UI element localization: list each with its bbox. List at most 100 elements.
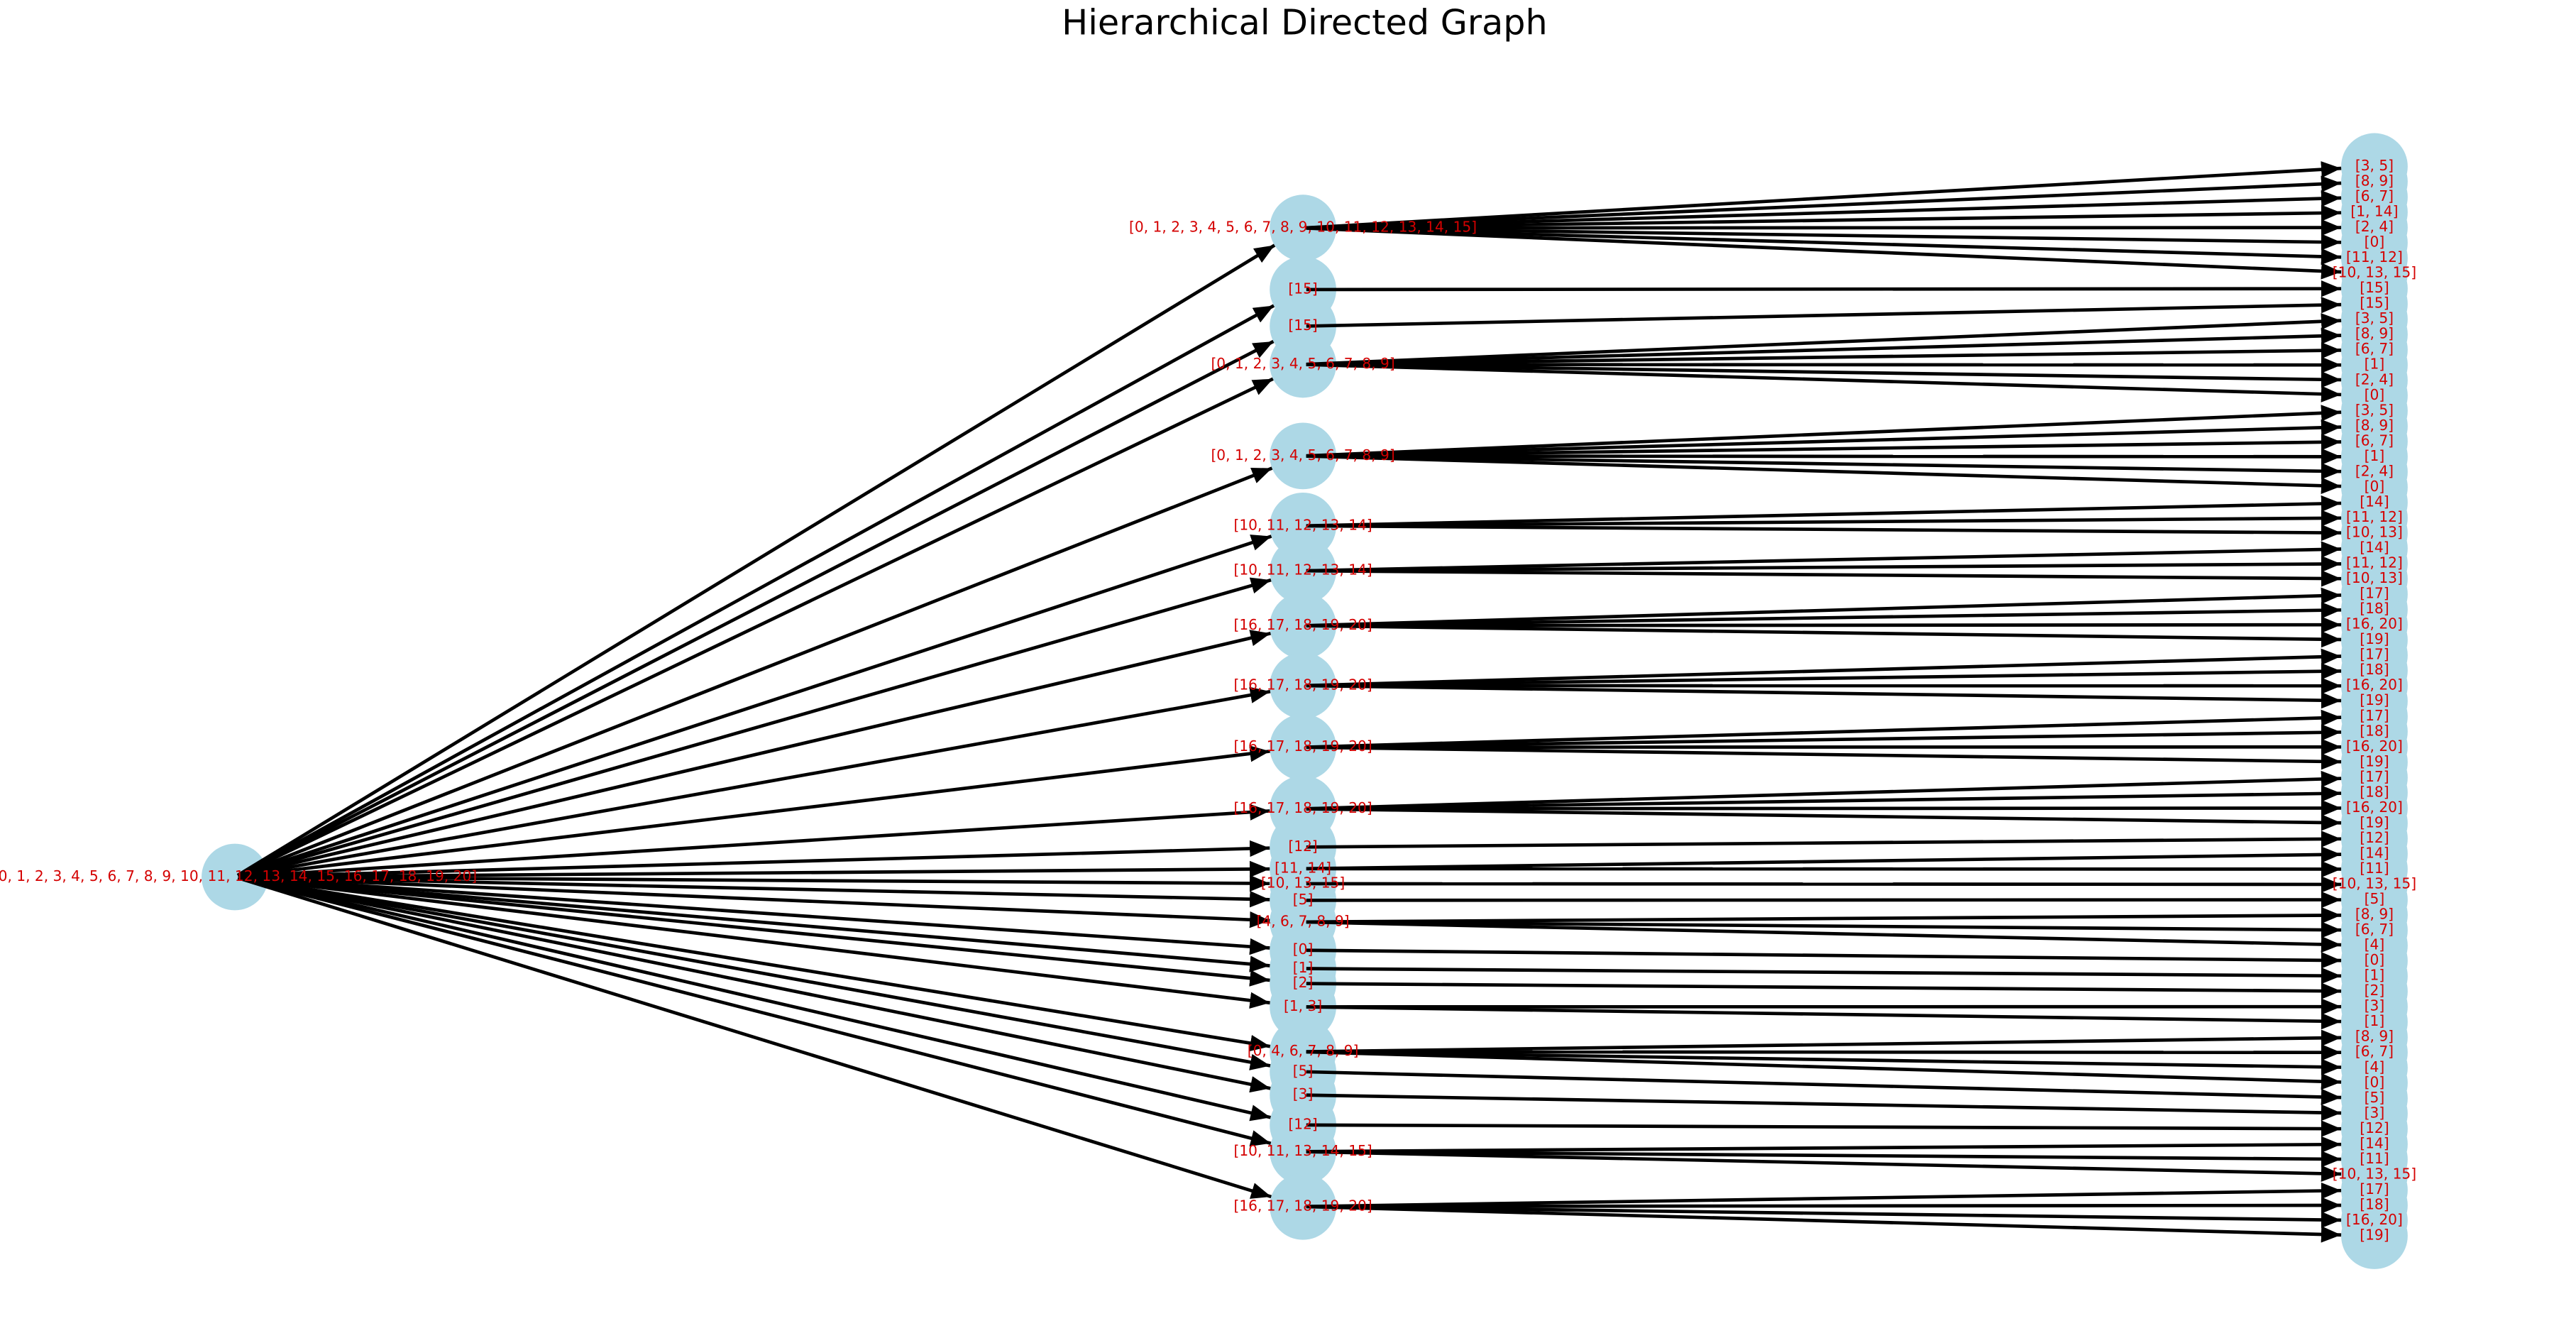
leaf-label: [19] (2360, 630, 2389, 647)
leaf-label: [6, 7] (2355, 921, 2394, 938)
edge (237, 577, 1272, 878)
leaf-label: [0] (2365, 478, 2385, 495)
leaf-label: [10, 13] (2346, 569, 2403, 586)
leaf-label: [11, 12] (2346, 554, 2403, 571)
edge (238, 875, 1270, 972)
middle-node (1270, 422, 1336, 490)
edge (1306, 510, 2342, 528)
leaf-label: [0] (2365, 234, 2385, 251)
middle-node (1270, 194, 1336, 262)
leaf-label: [3] (2365, 1104, 2385, 1121)
leaf-label: [17] (2360, 768, 2389, 785)
leaf-label: [10, 13, 15] (2333, 264, 2416, 281)
edge (1306, 454, 2342, 494)
edge (1306, 434, 2342, 458)
edge (1306, 1070, 2342, 1106)
middle-label: [0] (1293, 941, 1314, 958)
leaf-label: [6, 7] (2355, 1043, 2394, 1060)
leaf-label: [17] (2360, 1180, 2389, 1197)
leaf-label: [6, 7] (2355, 187, 2394, 204)
leaf-label: [1] (2365, 447, 2385, 464)
middle-node (1270, 537, 1336, 605)
edge (1306, 161, 2342, 230)
edge (238, 745, 1270, 879)
leaf-label: [16, 20] (2346, 615, 2403, 632)
leaf-label: [17] (2360, 707, 2389, 724)
middle-node (1270, 592, 1336, 659)
leaf-label: [0] (2365, 1073, 2385, 1090)
leaf-label: [8, 9] (2355, 172, 2394, 189)
edge (1306, 541, 2342, 573)
leaf-label: [8, 9] (2355, 325, 2394, 342)
leaf-label: [6, 7] (2355, 340, 2394, 357)
leaf-label: [14] (2360, 1134, 2389, 1151)
middle-label: [12] (1288, 1115, 1317, 1132)
edge (1306, 356, 2342, 373)
leaf-label: [8, 9] (2355, 906, 2394, 923)
edge (237, 876, 1272, 1147)
leaf-label: [0] (2365, 386, 2385, 403)
middle-label: [16, 17, 18, 19, 20] (1233, 616, 1372, 633)
middle-label: [10, 11, 12, 13, 14] (1233, 516, 1372, 533)
edge (1306, 1043, 2342, 1061)
edge (1306, 226, 2342, 265)
edge (1306, 204, 2342, 230)
root-label: [0, 1, 2, 3, 4, 5, 6, 7, 8, 9, 10, 11, 1… (0, 867, 477, 884)
edge (1306, 1197, 2342, 1214)
middle-label: [5] (1293, 1062, 1314, 1079)
edge (1306, 831, 2342, 849)
leaf-label: [16, 20] (2346, 799, 2403, 816)
edge (1306, 906, 2342, 924)
edge (237, 535, 1272, 878)
middle-label: [15] (1288, 317, 1317, 334)
edge (1306, 709, 2342, 749)
edge (237, 876, 1271, 1122)
leaf-label: [1] (2365, 967, 2385, 984)
edge (1306, 1029, 2342, 1053)
middle-label: [1, 3] (1284, 997, 1322, 1014)
middle-label: [1] (1293, 959, 1314, 976)
edge (238, 875, 1270, 908)
middle-label: [16, 17, 18, 19, 20] (1233, 1197, 1372, 1214)
edge (1306, 770, 2342, 811)
middle-node (1270, 652, 1336, 719)
edge (1306, 745, 2342, 770)
edge (238, 840, 1270, 879)
middle-label: [10, 11, 13, 14, 15] (1233, 1142, 1372, 1159)
edge (1306, 920, 2342, 953)
leaf-label: [4] (2365, 1058, 2385, 1075)
leaf-label: [2, 4] (2355, 462, 2394, 479)
edge (237, 876, 1272, 1199)
edge (1306, 313, 2342, 366)
edge (1306, 1150, 2342, 1183)
middle-label: [16, 17, 18, 19, 20] (1233, 799, 1372, 816)
edge (238, 860, 1270, 879)
edge (238, 875, 1270, 955)
leaf-label: [18] (2360, 661, 2389, 678)
middle-label: [15] (1288, 280, 1317, 297)
leaf-label: [12] (2360, 1119, 2389, 1136)
leaf-label: [1, 14] (2350, 203, 2398, 220)
leaf-label: [2, 4] (2355, 371, 2394, 388)
edge (1306, 1150, 2342, 1168)
edge (237, 630, 1271, 878)
edge (1306, 724, 2342, 749)
leaf-label: [3, 5] (2355, 309, 2394, 327)
edge (1306, 296, 2342, 328)
leaf-label: [11] (2360, 1150, 2389, 1167)
middle-label: [11, 14] (1275, 859, 1331, 876)
leaf-label: [3, 5] (2355, 401, 2394, 418)
edge (1306, 684, 2342, 709)
edge (1306, 891, 2342, 909)
leaf-label: [15] (2360, 295, 2389, 312)
edge (238, 876, 1271, 1093)
edge (1306, 405, 2342, 458)
leaf-label: [11] (2360, 860, 2389, 877)
leaf-label: [14] (2360, 844, 2389, 861)
edge (1306, 807, 2342, 831)
edge (1306, 587, 2342, 627)
leaf-label: [3, 5] (2355, 157, 2394, 174)
middle-label: [12] (1288, 838, 1317, 855)
leaf-label: [6, 7] (2355, 432, 2394, 449)
